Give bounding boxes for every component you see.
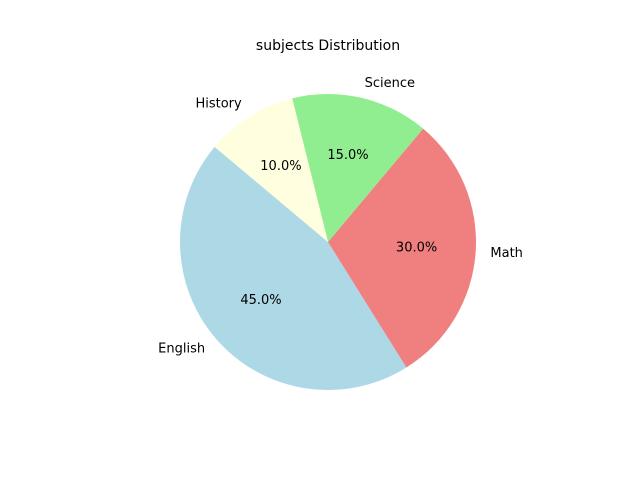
pie-slice-history <box>214 98 328 243</box>
percent-label-history: 10.0% <box>260 159 301 174</box>
percent-label-math: 30.0% <box>396 241 437 256</box>
chart-title: subjects Distribution <box>256 38 400 54</box>
pie-slice-english <box>180 146 407 390</box>
category-label-math: Math <box>490 246 523 261</box>
percent-label-english: 45.0% <box>240 293 281 308</box>
category-labels: English Math Science History <box>158 76 523 356</box>
pie-slice-math <box>328 128 476 368</box>
percent-labels: 45.0% 30.0% 15.0% 10.0% <box>240 148 437 308</box>
category-label-science: Science <box>365 76 415 91</box>
pie-slice-science <box>292 94 424 242</box>
category-label-history: History <box>195 96 242 111</box>
pie-slices <box>180 94 476 390</box>
percent-label-science: 15.0% <box>327 148 368 163</box>
category-label-english: English <box>158 341 205 356</box>
